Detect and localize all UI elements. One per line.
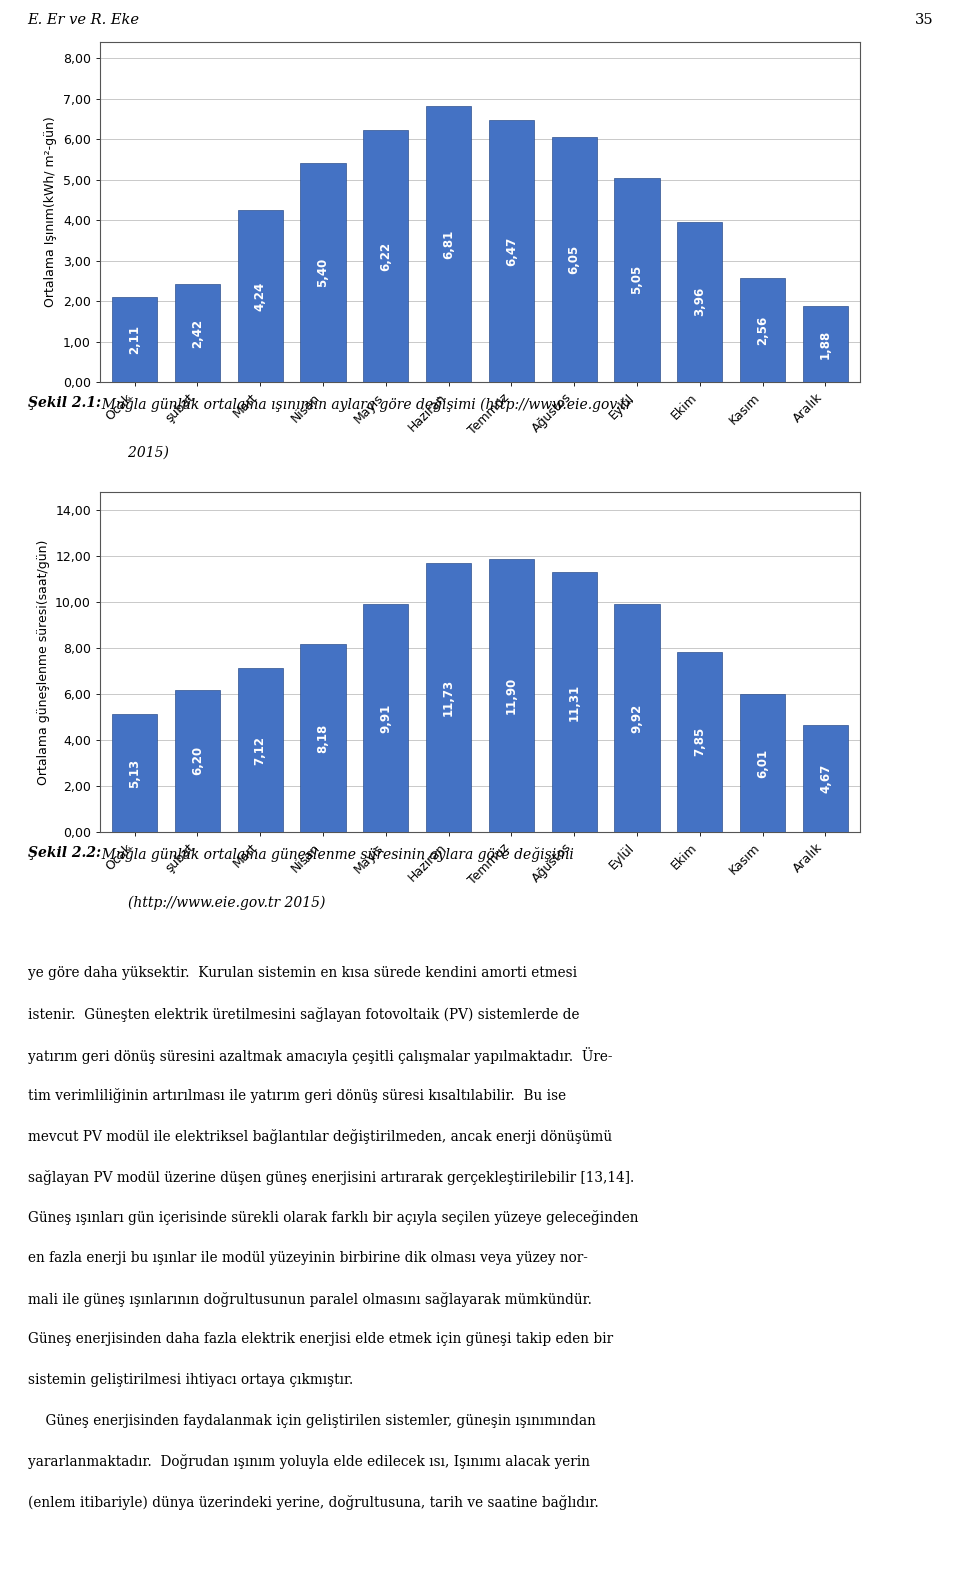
Text: (enlem itibariyle) dünya üzerindeki yerine, doğrultusuna, tarih ve saatine bağlı: (enlem itibariyle) dünya üzerindeki yeri… — [28, 1495, 599, 1509]
Text: 4,24: 4,24 — [253, 282, 267, 310]
Text: 9,91: 9,91 — [379, 704, 393, 733]
Text: 2,11: 2,11 — [128, 324, 141, 354]
Bar — [803, 724, 848, 833]
Text: (http://www.eie.gov.tr 2015): (http://www.eie.gov.tr 2015) — [93, 896, 325, 910]
Text: Güneş enerjisinden faydalanmak için geliştirilen sistemler, güneşin ışınımından: Güneş enerjisinden faydalanmak için geli… — [28, 1413, 596, 1428]
Bar — [426, 562, 471, 833]
Bar — [489, 559, 534, 833]
Text: 6,01: 6,01 — [756, 748, 769, 778]
Text: istenir.  Güneşten elektrik üretilmesini sağlayan fotovoltaik (PV) sistemlerde d: istenir. Güneşten elektrik üretilmesini … — [28, 1007, 580, 1022]
Bar — [363, 131, 408, 382]
Text: 2,42: 2,42 — [191, 318, 204, 348]
Y-axis label: Ortalama Işınım(kWh/ m²-gün): Ortalama Işınım(kWh/ m²-gün) — [44, 116, 58, 307]
Bar — [552, 573, 597, 833]
Bar — [426, 107, 471, 382]
Text: tim verimliliğinin artırılması ile yatırım geri dönüş süresi kısaltılabilir.  Bu: tim verimliliğinin artırılması ile yatır… — [28, 1088, 566, 1103]
Bar — [363, 604, 408, 833]
Text: sağlayan PV modül üzerine düşen güneş enerjisini artırarak gerçekleştirilebilir : sağlayan PV modül üzerine düşen güneş en… — [28, 1169, 635, 1185]
Text: 9,92: 9,92 — [631, 704, 643, 732]
Bar — [300, 644, 346, 833]
Text: 35: 35 — [915, 13, 933, 27]
Text: Güneş ışınları gün içerisinde sürekli olarak farklı bir açıyla seçilen yüzeye ge: Güneş ışınları gün içerisinde sürekli ol… — [28, 1210, 638, 1225]
Text: 6,22: 6,22 — [379, 241, 393, 271]
Bar — [677, 652, 723, 833]
Bar — [740, 279, 785, 382]
Bar — [300, 164, 346, 382]
Bar — [614, 178, 660, 382]
Text: Muğla günlük ortalama ışınımın aylara göre değişimi (http://www.eie.gov.tr: Muğla günlük ortalama ışınımın aylara gö… — [93, 397, 632, 411]
Bar — [175, 689, 220, 833]
Bar — [112, 296, 157, 382]
Bar — [112, 715, 157, 833]
Text: 5,40: 5,40 — [317, 258, 329, 288]
Text: 6,47: 6,47 — [505, 236, 517, 266]
Bar — [175, 283, 220, 382]
Text: 6,20: 6,20 — [191, 746, 204, 776]
Text: mevcut PV modül ile elektriksel bağlantılar değiştirilmeden, ancak enerji dönüşü: mevcut PV modül ile elektriksel bağlantı… — [28, 1129, 612, 1144]
Text: ye göre daha yüksektir.  Kurulan sistemin en kısa sürede kendini amorti etmesi: ye göre daha yüksektir. Kurulan sistemin… — [28, 966, 577, 981]
Bar — [803, 305, 848, 382]
Text: 6,05: 6,05 — [567, 246, 581, 274]
Text: 11,73: 11,73 — [443, 678, 455, 716]
Text: 7,12: 7,12 — [253, 735, 267, 765]
Text: 6,81: 6,81 — [443, 230, 455, 258]
Text: Şekil 2.1:: Şekil 2.1: — [28, 397, 101, 411]
Text: en fazla enerji bu ışınlar ile modül yüzeyinin birbirine dik olması veya yüzey n: en fazla enerji bu ışınlar ile modül yüz… — [28, 1251, 588, 1265]
Text: mali ile güneş ışınlarının doğrultusunun paralel olmasını sağlayarak mümkündür.: mali ile güneş ışınlarının doğrultusunun… — [28, 1292, 592, 1306]
Text: 4,67: 4,67 — [819, 763, 832, 793]
Text: 1,88: 1,88 — [819, 329, 832, 359]
Y-axis label: Ortalama güneşlenme süresi(saat/gün): Ortalama güneşlenme süresi(saat/gün) — [36, 540, 50, 785]
Bar — [552, 137, 597, 382]
Bar — [677, 222, 723, 382]
Text: E. Er ve R. Eke: E. Er ve R. Eke — [27, 13, 139, 27]
Bar — [614, 604, 660, 833]
Text: yatırım geri dönüş süresini azaltmak amacıyla çeşitli çalışmalar yapılmaktadır. : yatırım geri dönüş süresini azaltmak ama… — [28, 1047, 612, 1064]
Text: 7,85: 7,85 — [693, 727, 707, 757]
Text: 2,56: 2,56 — [756, 315, 769, 345]
Text: 11,90: 11,90 — [505, 677, 517, 715]
Text: 11,31: 11,31 — [567, 683, 581, 721]
Text: Şekil 2.2:: Şekil 2.2: — [28, 847, 101, 861]
Bar — [237, 211, 283, 382]
Text: yararlanmaktadır.  Doğrudan ışınım yoluyla elde edilecek ısı, Işınımı alacak yer: yararlanmaktadır. Doğrudan ışınım yoluyl… — [28, 1454, 590, 1470]
Text: 5,05: 5,05 — [631, 264, 643, 294]
Text: Muğla günlük ortalama güneşlenme süresinin aylara göre değişimi: Muğla günlük ortalama güneşlenme süresin… — [93, 847, 574, 861]
Bar — [740, 694, 785, 833]
Text: Güneş enerjisinden daha fazla elektrik enerjisi elde etmek için güneşi takip ede: Güneş enerjisinden daha fazla elektrik e… — [28, 1332, 613, 1346]
Bar — [489, 120, 534, 382]
Text: 2015): 2015) — [93, 445, 169, 460]
Text: 5,13: 5,13 — [128, 759, 141, 787]
Text: 3,96: 3,96 — [693, 286, 707, 316]
Bar — [237, 669, 283, 833]
Text: 8,18: 8,18 — [317, 724, 329, 752]
Text: sistemin geliştirilmesi ihtiyacı ortaya çıkmıştır.: sistemin geliştirilmesi ihtiyacı ortaya … — [28, 1373, 353, 1387]
